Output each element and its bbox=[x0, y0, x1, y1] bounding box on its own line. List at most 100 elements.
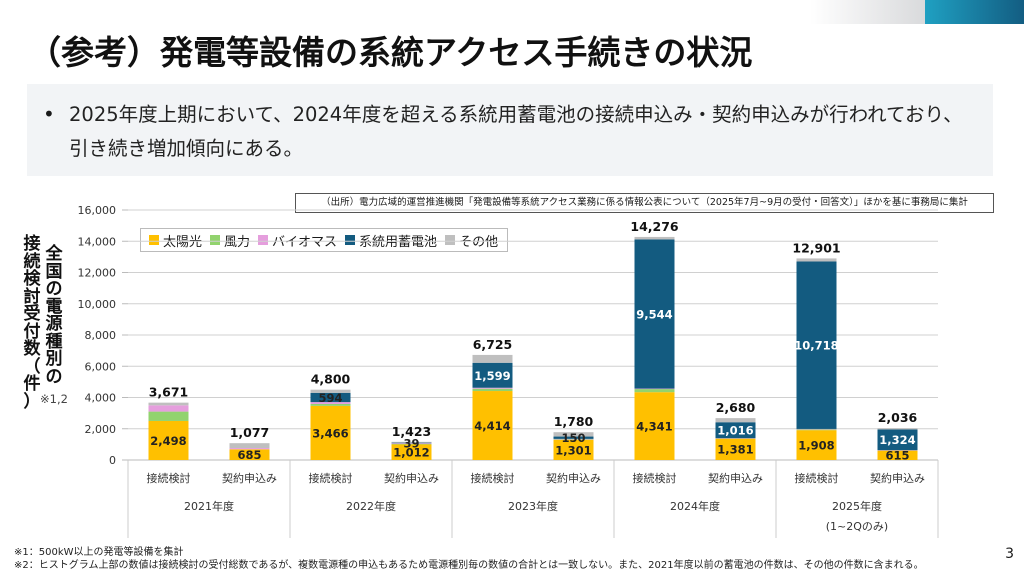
group-label: 2024年度 bbox=[670, 499, 720, 513]
bar-segment-その他 bbox=[553, 432, 594, 437]
total-label: 6,725 bbox=[473, 337, 513, 352]
group-sublabel: (1~2Qのみ) bbox=[826, 520, 888, 533]
legend-label: 系統用蓄電池 bbox=[359, 234, 438, 250]
bar-segment-バイオマス bbox=[148, 405, 189, 412]
bar-segment-太陽光 bbox=[715, 438, 756, 460]
category-label: 接続検討 bbox=[795, 471, 839, 485]
total-label: 14,276 bbox=[630, 219, 679, 234]
bar-segment-風力 bbox=[391, 443, 432, 445]
category-label: 契約申込み bbox=[546, 471, 601, 485]
bar-segment-太陽光 bbox=[634, 392, 675, 460]
total-label: 3,671 bbox=[149, 385, 189, 400]
legend-swatch bbox=[149, 235, 159, 245]
bar-segment-太陽光 bbox=[553, 439, 594, 460]
bar-segment-太陽光 bbox=[391, 444, 432, 460]
legend-swatch bbox=[258, 235, 269, 245]
bar-segment-その他 bbox=[310, 389, 351, 393]
y-tick-label: 10,000 bbox=[78, 298, 117, 311]
total-label: 2,036 bbox=[878, 410, 918, 425]
footnote-2: ※2：ヒストグラム上部の数値は接続検討の受付総数であるが、複数電源種の申込もある… bbox=[14, 560, 924, 571]
total-label: 1,077 bbox=[230, 425, 270, 440]
category-label: 契約申込み bbox=[708, 471, 763, 485]
bar-segment-その他 bbox=[148, 402, 189, 406]
legend-item: 風力 bbox=[210, 231, 250, 250]
y-tick-label: 14,000 bbox=[78, 235, 117, 248]
category-label: 接続検討 bbox=[309, 471, 353, 485]
y-tick-label: 16,000 bbox=[78, 204, 117, 217]
data-label: 9,544 bbox=[636, 308, 672, 322]
data-label: 10,718 bbox=[794, 339, 838, 353]
legend-label: 風力 bbox=[224, 234, 251, 250]
bar-segment-系統用蓄電池 bbox=[391, 442, 432, 444]
legend-item: 太陽光 bbox=[149, 231, 202, 250]
page-number: 3 bbox=[1005, 546, 1014, 562]
bar-segment-風力 bbox=[310, 403, 351, 406]
bar-segment-その他 bbox=[877, 428, 918, 430]
legend-swatch bbox=[445, 235, 456, 245]
bar-segment-その他 bbox=[391, 441, 432, 443]
bar-segment-風力 bbox=[148, 411, 189, 421]
bar-segment-その他 bbox=[796, 258, 837, 262]
group-label: 2025年度 bbox=[832, 499, 882, 513]
data-label: 1,012 bbox=[393, 446, 429, 460]
category-label: 接続検討 bbox=[471, 471, 515, 485]
data-label: 685 bbox=[237, 448, 261, 462]
bar-segment-系統用蓄電池 bbox=[715, 422, 756, 439]
legend-swatch bbox=[210, 235, 221, 245]
summary-box: • 2025年度上期において、2024年度を超える系統用蓄電池の接続申込み・契約… bbox=[27, 84, 993, 176]
category-label: 接続検討 bbox=[633, 471, 677, 485]
data-label: 1,381 bbox=[717, 443, 753, 457]
bar-segment-バイオマス bbox=[553, 438, 594, 440]
chart-legend: 太陽光 風力 バイオマス 系統用蓄電池 その他 bbox=[140, 228, 508, 252]
category-label: 契約申込み bbox=[222, 471, 277, 485]
bar-segment-風力 bbox=[796, 429, 837, 431]
data-label: 615 bbox=[885, 449, 909, 463]
source-note: （出所）電力広域的運営推進機関「発電設備等系統アクセス業務に係る情報公表について… bbox=[295, 193, 994, 213]
legend-label: バイオマス bbox=[272, 234, 338, 250]
data-label: 3,466 bbox=[312, 426, 348, 440]
bar-segment-バイオマス bbox=[229, 448, 270, 450]
total-label: 1,780 bbox=[554, 414, 594, 429]
data-label: 1,016 bbox=[717, 424, 753, 438]
header-accent-block bbox=[925, 0, 1024, 24]
header-gradient-band bbox=[810, 0, 925, 24]
y-axis-note: ※1,2 bbox=[40, 392, 68, 406]
bar-segment-バイオマス bbox=[472, 387, 513, 389]
total-label: 4,800 bbox=[311, 372, 351, 387]
data-label: 1,324 bbox=[879, 433, 915, 447]
total-label: 12,901 bbox=[792, 240, 840, 255]
data-label: 1,301 bbox=[555, 443, 591, 457]
y-axis-label-line2: 全国の電源種別の bbox=[45, 244, 63, 387]
data-label: 1,908 bbox=[798, 439, 834, 453]
bar-segment-系統用蓄電池 bbox=[634, 239, 675, 389]
data-label: 39 bbox=[403, 436, 419, 450]
bar-segment-風力 bbox=[472, 388, 513, 392]
legend-swatch bbox=[345, 235, 356, 245]
group-label: 2021年度 bbox=[184, 499, 234, 513]
bar-segment-太陽光 bbox=[148, 420, 189, 460]
y-axis-label-line1: 接続検討受付数（件） bbox=[23, 234, 41, 412]
bar-segment-系統用蓄電池 bbox=[472, 362, 513, 388]
bar-segment-その他 bbox=[472, 354, 513, 363]
bar-segment-系統用蓄電池 bbox=[310, 392, 351, 403]
bar-segment-バイオマス bbox=[391, 443, 432, 444]
total-label: 2,680 bbox=[716, 400, 756, 415]
y-tick-label: 2,000 bbox=[85, 423, 117, 436]
bar-segment-太陽光 bbox=[796, 430, 837, 460]
data-label: 1,599 bbox=[474, 369, 510, 383]
bar-segment-バイオマス bbox=[634, 388, 675, 390]
category-label: 契約申込み bbox=[384, 471, 439, 485]
data-label: 2,498 bbox=[150, 434, 186, 448]
footnote-1: ※1：500kW以上の発電等設備を集計 bbox=[14, 547, 184, 558]
bar-segment-その他 bbox=[715, 418, 756, 423]
bar-segment-その他 bbox=[634, 236, 675, 240]
y-tick-label: 8,000 bbox=[85, 329, 117, 342]
data-label: 594 bbox=[318, 391, 342, 405]
bar-segment-バイオマス bbox=[877, 450, 918, 451]
bar-segment-系統用蓄電池 bbox=[796, 261, 837, 429]
bar-segment-その他 bbox=[229, 443, 270, 449]
bar-segment-バイオマス bbox=[715, 438, 756, 439]
y-tick-label: 0 bbox=[109, 454, 116, 467]
bullet-icon: • bbox=[43, 102, 55, 126]
data-label: 4,341 bbox=[636, 420, 672, 434]
